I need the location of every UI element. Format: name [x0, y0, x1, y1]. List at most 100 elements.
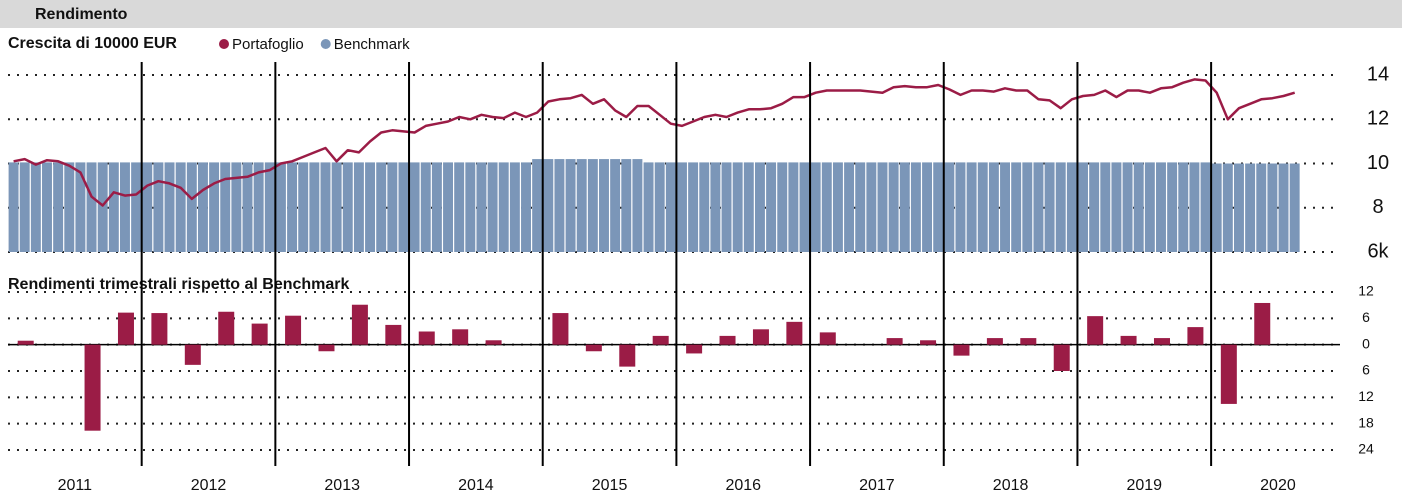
benchmark-bar — [153, 162, 164, 252]
y-tick-label: 6 — [1362, 362, 1370, 378]
bar — [452, 329, 469, 345]
benchmark-bar — [320, 162, 331, 252]
benchmark-bar — [498, 162, 509, 252]
benchmark-bar — [108, 162, 119, 252]
benchmark-bar — [1156, 162, 1166, 252]
benchmark-bar — [721, 162, 732, 252]
benchmark-bar — [855, 162, 866, 252]
benchmark-bar — [699, 162, 710, 252]
x-tick-label: 2011 — [58, 477, 93, 494]
bar — [1120, 335, 1137, 345]
benchmark-bar — [1089, 162, 1100, 252]
bar — [686, 344, 703, 354]
bar — [752, 329, 769, 345]
bar — [1020, 338, 1037, 345]
benchmark-bar — [665, 162, 676, 252]
benchmark-bar — [275, 162, 286, 252]
benchmark-bar — [743, 162, 754, 252]
benchmark-bar — [977, 162, 988, 252]
x-tick-label: 2017 — [859, 477, 895, 494]
benchmark-bar — [944, 162, 955, 252]
benchmark-bar — [777, 162, 788, 252]
x-tick-label: 2018 — [993, 477, 1029, 494]
benchmark-bar — [131, 162, 142, 252]
benchmark-bar — [1055, 162, 1066, 252]
bar — [1187, 327, 1204, 345]
benchmark-bar — [420, 162, 431, 252]
header-title: Rendimento — [35, 6, 128, 23]
benchmark-bar — [955, 162, 966, 252]
benchmark-bar — [1111, 162, 1122, 252]
benchmark-bar — [1000, 162, 1010, 252]
benchmark-bar — [1278, 163, 1289, 252]
bar — [84, 344, 101, 431]
benchmark-bar — [933, 162, 944, 252]
bar — [719, 335, 736, 345]
bar — [819, 332, 836, 345]
benchmark-bar — [654, 162, 665, 252]
benchmark-bar — [688, 162, 699, 252]
benchmark-bar — [1256, 163, 1267, 252]
bar — [251, 323, 268, 345]
benchmark-bar — [576, 159, 587, 252]
x-tick-label: 2012 — [191, 477, 227, 494]
benchmark-bar — [1022, 162, 1033, 252]
benchmark-bar — [1222, 163, 1233, 252]
y-tick-label: 8 — [1372, 196, 1383, 218]
y-tick-label: 14 — [1367, 63, 1389, 85]
benchmark-bar — [966, 162, 977, 252]
x-tick-label: 2013 — [324, 477, 360, 494]
benchmark-bar — [342, 162, 353, 252]
chart-title: Crescita di 10000 EUR — [8, 35, 177, 52]
benchmark-bar — [732, 162, 743, 252]
bar — [652, 335, 669, 345]
benchmark-bar — [30, 162, 41, 252]
y-tick-label: 12 — [1358, 283, 1374, 299]
benchmark-bar — [899, 162, 910, 252]
benchmark-bar — [866, 162, 877, 252]
benchmark-bar — [487, 162, 498, 252]
legend-label: Benchmark — [334, 36, 410, 53]
x-tick-label: 2015 — [592, 477, 628, 494]
bar — [786, 321, 803, 345]
benchmark-bar — [242, 162, 253, 252]
benchmark-bar — [454, 162, 465, 252]
benchmark-bar — [231, 162, 242, 252]
benchmark-bar — [197, 162, 208, 252]
benchmark-bar — [1267, 163, 1278, 252]
benchmark-bar — [599, 159, 609, 252]
bar — [1254, 302, 1271, 345]
bar — [17, 340, 34, 345]
benchmark-bar — [799, 162, 810, 252]
y-tick-label: 24 — [1358, 441, 1374, 457]
benchmark-bar — [387, 162, 398, 252]
x-tick-label: 2019 — [1126, 477, 1162, 494]
benchmark-bar — [1289, 163, 1300, 252]
benchmark-bar — [621, 159, 632, 252]
bar — [351, 304, 368, 345]
benchmark-bar — [409, 162, 420, 252]
x-tick-label: 2014 — [458, 477, 494, 494]
legend-label: Portafoglio — [232, 36, 304, 53]
bar — [1087, 316, 1104, 345]
benchmark-bar — [19, 162, 30, 252]
benchmark-bar — [376, 162, 387, 252]
bar — [184, 344, 201, 365]
benchmark-bar — [64, 162, 75, 252]
benchmark-bar — [1245, 163, 1256, 252]
benchmark-bar — [398, 162, 409, 252]
benchmark-bar — [610, 159, 621, 252]
benchmark-bar — [1133, 162, 1144, 252]
bar — [151, 313, 168, 345]
benchmark-bar — [97, 162, 108, 252]
benchmark-bar — [164, 162, 175, 252]
benchmark-bar — [1011, 162, 1022, 252]
x-tick-label: 2020 — [1260, 477, 1296, 494]
bar — [1053, 344, 1070, 371]
benchmark-bar — [710, 162, 721, 252]
benchmark-bar — [565, 159, 576, 252]
y-tick-label: 6k — [1367, 240, 1389, 262]
y-tick-label: 12 — [1367, 108, 1389, 130]
benchmark-bar — [877, 162, 888, 252]
